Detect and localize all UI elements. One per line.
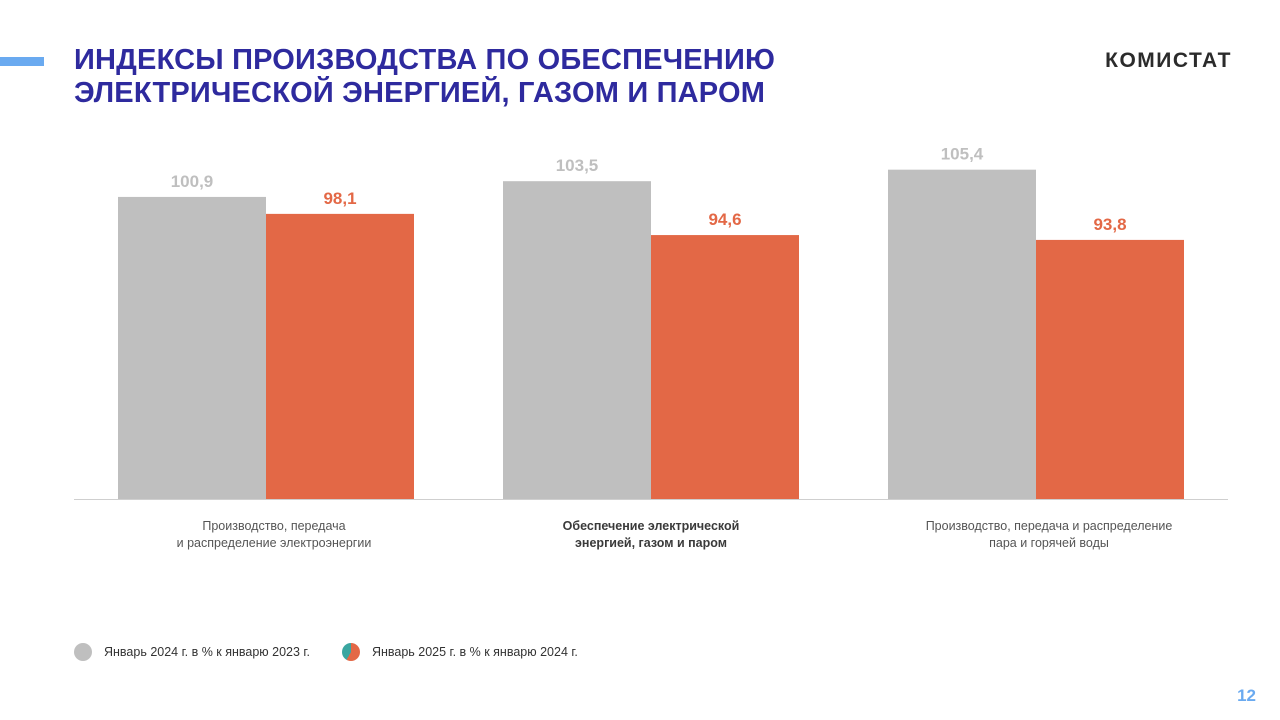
category-label-1: Производство, передача и распределение э… xyxy=(124,518,424,552)
accent-bar xyxy=(0,57,44,66)
category-label-3: Производство, передача и распределение п… xyxy=(899,518,1199,552)
category-label-2: Обеспечение электрической энергией, газо… xyxy=(501,518,801,552)
legend-item-2025: Январь 2025 г. в % к январю 2024 г. xyxy=(341,643,578,661)
category-label-3-line-1: Производство, передача и распределение xyxy=(925,519,1173,533)
title-line-1: ИНДЕКСЫ ПРОИЗВОДСТВА ПО ОБЕСПЕЧЕНИЮ xyxy=(74,44,776,76)
chart-legend: Январь 2024 г. в % к январю 2023 г. Янва… xyxy=(74,643,610,661)
data-label-2024-cat-2: 103,5 xyxy=(556,156,599,175)
bar-2025-cat-1 xyxy=(266,213,414,500)
data-label-2024-cat-3: 105,4 xyxy=(941,145,984,164)
page-title: ИНДЕКСЫ ПРОИЗВОДСТВА ПО ОБЕСПЕЧЕНИЮ ЭЛЕК… xyxy=(74,44,775,110)
category-label-1-line-2: и распределение электроэнергии xyxy=(176,536,372,550)
bar-2025-cat-2 xyxy=(651,235,799,500)
data-label-2025-cat-1: 98,1 xyxy=(323,189,356,208)
page-number: 12 xyxy=(1237,686,1256,705)
bar-2024-cat-2 xyxy=(503,181,651,499)
category-label-1-line-1: Производство, передача xyxy=(202,519,346,533)
legend-label-2024: Январь 2024 г. в % к январю 2023 г. xyxy=(104,645,310,659)
brand-logo: КОМИСТАТ xyxy=(1105,49,1232,72)
legend-swatch-2024 xyxy=(74,643,92,661)
category-label-2-line-2: энергией, газом и паром xyxy=(575,536,727,550)
title-line-2: ЭЛЕКТРИЧЕСКОЙ ЭНЕРГИЕЙ, ГАЗОМ И ПАРОМ xyxy=(74,77,766,109)
bar-2024-cat-3 xyxy=(888,169,1036,499)
data-label-2025-cat-3: 93,8 xyxy=(1093,215,1126,234)
data-label-2025-cat-2: 94,6 xyxy=(708,210,741,229)
legend-label-2025: Январь 2025 г. в % к январю 2024 г. xyxy=(371,645,578,659)
category-label-3-line-2: пара и горячей воды xyxy=(989,536,1109,550)
data-label-2024-cat-1: 100,9 xyxy=(171,172,214,191)
bar-2025-cat-3 xyxy=(1036,239,1184,499)
bar-2024-cat-1 xyxy=(118,196,266,499)
category-label-2-line-1: Обеспечение электрической xyxy=(562,519,740,533)
legend-item-2024: Январь 2024 г. в % к январю 2023 г. xyxy=(74,643,310,661)
legend-swatch-2025 xyxy=(341,643,360,661)
